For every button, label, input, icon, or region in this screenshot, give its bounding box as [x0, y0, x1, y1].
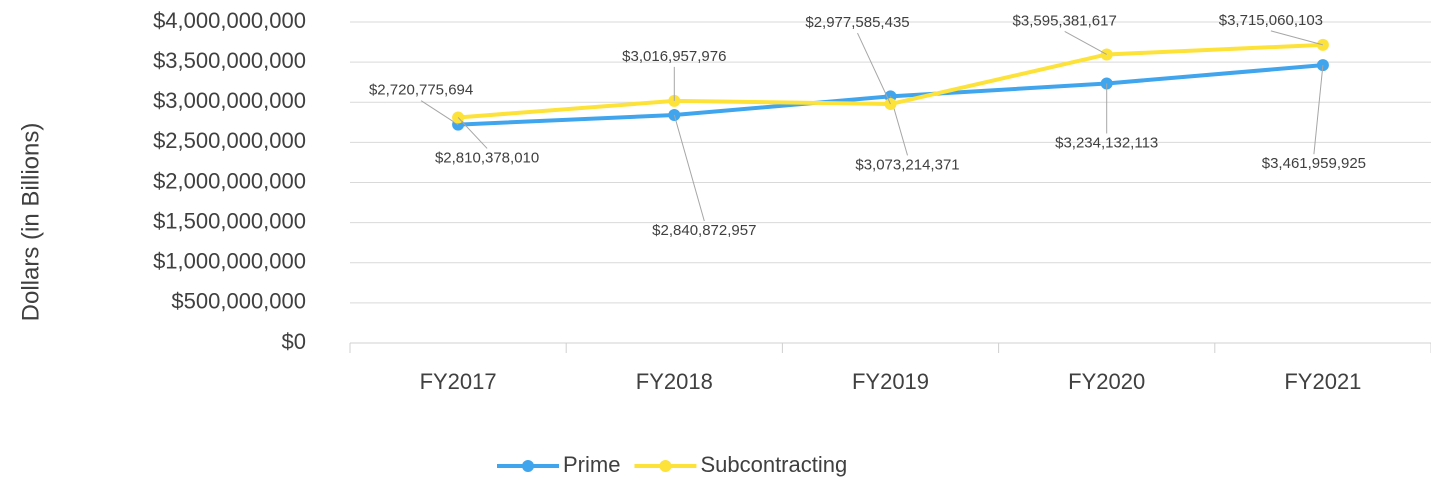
data-label: $3,234,132,113: [1055, 134, 1158, 151]
y-tick-label: $3,000,000,000: [153, 88, 306, 113]
y-axis-label: Dollars (in Billions): [17, 123, 44, 322]
leader-line: [1270, 30, 1324, 46]
leader-line: [457, 117, 488, 149]
data-label: $2,720,775,694: [369, 82, 473, 99]
y-tick-label: $1,500,000,000: [153, 208, 306, 233]
data-label: $3,715,060,103: [1219, 12, 1323, 29]
leader-line: [673, 114, 705, 222]
legend-marker: [522, 460, 534, 472]
data-label: $2,977,585,435: [805, 14, 909, 31]
leader-line: [1313, 65, 1324, 155]
legend-label: Subcontracting: [700, 452, 847, 477]
y-tick-label: $500,000,000: [171, 289, 306, 314]
data-label: $3,595,381,617: [1013, 12, 1117, 29]
data-label: $3,073,214,371: [855, 156, 959, 173]
legend-marker: [659, 460, 672, 472]
x-tick-label: FY2020: [1068, 369, 1145, 394]
data-label: $3,461,959,925: [1262, 155, 1366, 172]
y-tick-label: $2,500,000,000: [153, 128, 306, 153]
legend-label: Prime: [563, 452, 620, 477]
y-tick-label: $1,000,000,000: [153, 249, 306, 274]
leader-line: [420, 100, 459, 126]
data-label: $2,840,872,957: [652, 222, 756, 239]
y-tick-label: $2,000,000,000: [153, 168, 306, 193]
leader-line: [857, 32, 891, 105]
leader-line: [1064, 31, 1107, 55]
y-tick-label: $0: [282, 329, 306, 354]
data-label: $2,810,378,010: [435, 149, 539, 166]
y-tick-label: $3,500,000,000: [153, 48, 306, 73]
x-tick-label: FY2017: [420, 369, 497, 394]
x-tick-label: FY2021: [1284, 369, 1361, 394]
x-tick-label: FY2019: [852, 369, 929, 394]
data-label: $3,016,957,976: [622, 48, 726, 65]
x-tick-label: FY2018: [636, 369, 713, 394]
y-tick-label: $4,000,000,000: [153, 8, 306, 33]
